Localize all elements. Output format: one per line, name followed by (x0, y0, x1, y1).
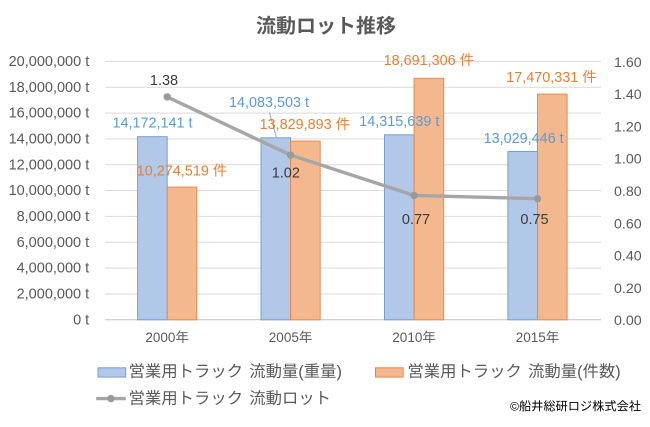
svg-text:1.02: 1.02 (272, 166, 300, 182)
svg-text:10,000,000 t: 10,000,000 t (9, 183, 90, 199)
svg-text:1.38: 1.38 (150, 73, 178, 89)
svg-text:20,000,000 t: 20,000,000 t (9, 54, 90, 70)
svg-text:0.20: 0.20 (614, 281, 642, 297)
svg-text:2005: 2005 (269, 330, 299, 345)
svg-text:18,691,306: 18,691,306 (384, 53, 456, 69)
svg-text:2015: 2015 (516, 330, 546, 345)
svg-text:16,000,000 t: 16,000,000 t (9, 106, 90, 122)
svg-text:0 t: 0 t (73, 312, 89, 328)
svg-text:): ) (337, 363, 342, 381)
svg-text:1.00: 1.00 (614, 152, 642, 168)
svg-text:0.75: 0.75 (520, 212, 548, 228)
svg-text:18,000,000 t: 18,000,000 t (9, 80, 90, 96)
svg-text:13,829,893: 13,829,893 (260, 117, 332, 133)
svg-text:0.77: 0.77 (402, 212, 430, 228)
svg-text:1.60: 1.60 (614, 55, 642, 71)
svg-text:2,000,000 t: 2,000,000 t (17, 287, 90, 303)
svg-text:(: ( (577, 363, 583, 381)
svg-text:©: © (510, 399, 519, 413)
svg-text:17,470,331: 17,470,331 (506, 70, 578, 86)
svg-text:8,000,000 t: 8,000,000 t (17, 209, 90, 225)
svg-text:0.40: 0.40 (614, 249, 642, 265)
svg-text:10,274,519: 10,274,519 (137, 164, 209, 180)
svg-text:14,083,503 t: 14,083,503 t (229, 95, 309, 111)
svg-text:13,029,446 t: 13,029,446 t (484, 131, 564, 147)
svg-text:4,000,000 t: 4,000,000 t (17, 261, 90, 277)
svg-text:1.40: 1.40 (614, 87, 642, 103)
svg-text:0.60: 0.60 (614, 216, 642, 232)
svg-text:0.00: 0.00 (614, 313, 642, 329)
svg-text:2000: 2000 (145, 330, 175, 345)
svg-text:14,000,000 t: 14,000,000 t (9, 132, 90, 148)
svg-text:6,000,000 t: 6,000,000 t (17, 235, 90, 251)
svg-text:): ) (615, 363, 620, 381)
svg-text:1.20: 1.20 (614, 119, 642, 135)
svg-text:14,315,639 t: 14,315,639 t (359, 114, 439, 130)
svg-text:(: ( (298, 363, 304, 381)
svg-text:12,000,000 t: 12,000,000 t (9, 157, 90, 173)
svg-text:2010: 2010 (392, 330, 422, 345)
svg-text:0.80: 0.80 (614, 184, 642, 200)
svg-text:14,172,141 t: 14,172,141 t (113, 116, 193, 132)
